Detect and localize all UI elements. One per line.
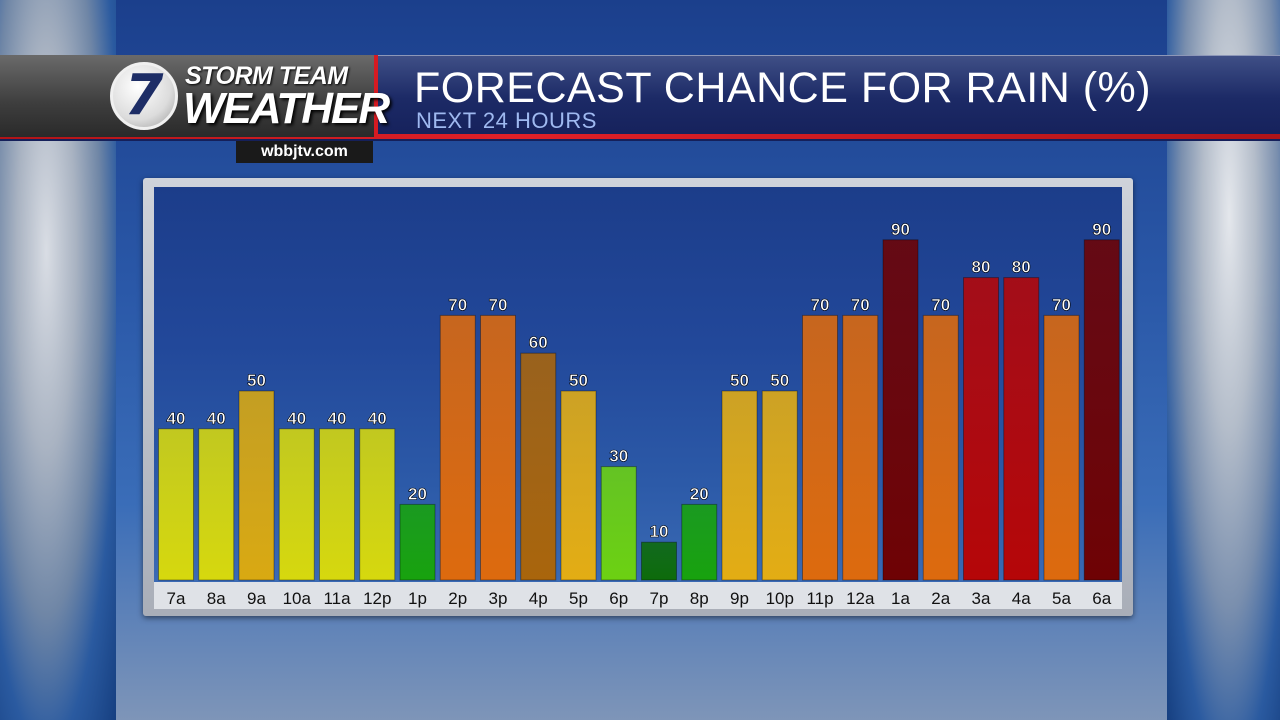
- bar-12a: [842, 314, 879, 581]
- x-tick-label: 7a: [167, 589, 186, 608]
- bar-1a: [882, 239, 919, 581]
- logo-storm-team: STORM TEAM: [185, 62, 348, 90]
- bar-6a: [1083, 239, 1120, 581]
- logo-weather: WEATHER: [183, 84, 390, 133]
- x-tick-label: 8p: [690, 589, 709, 608]
- bar-value-label: 20: [408, 484, 427, 503]
- x-tick-label: 5a: [1052, 589, 1071, 608]
- x-tick-label: 10p: [766, 589, 794, 608]
- bar-value-label: 40: [287, 409, 306, 428]
- channel-7-logo: 7: [110, 62, 178, 130]
- x-tick-label: 1a: [891, 589, 910, 608]
- bar-4p: [520, 352, 557, 581]
- bar-value-label: 30: [609, 447, 628, 466]
- chart-subtitle: NEXT 24 HOURS: [416, 108, 597, 133]
- bar-9a: [238, 390, 275, 581]
- x-tick-label: 9p: [730, 589, 749, 608]
- x-tick-label: 8a: [207, 589, 226, 608]
- x-tick-label: 6p: [609, 589, 628, 608]
- bar-10a: [278, 428, 315, 581]
- x-tick-label: 11a: [323, 589, 351, 608]
- bar-value-label: 70: [811, 295, 830, 314]
- x-tick-label: 11p: [806, 589, 833, 608]
- x-tick-label: 5p: [569, 589, 588, 608]
- bar-value-label: 50: [730, 371, 749, 390]
- bar-value-label: 40: [328, 409, 347, 428]
- plot-area: [154, 187, 1122, 582]
- bar-9p: [721, 390, 758, 581]
- bar-11p: [802, 314, 838, 581]
- bar-value-label: 60: [529, 333, 548, 352]
- x-axis-strip: [154, 582, 1122, 609]
- bar-value-label: 80: [972, 258, 991, 277]
- bar-7p: [641, 541, 677, 581]
- x-tick-label: 2a: [931, 589, 950, 608]
- x-tick-label: 10a: [283, 589, 312, 608]
- bar-value-label: 70: [931, 295, 950, 314]
- bar-1p: [399, 503, 436, 581]
- bar-value-label: 50: [770, 371, 789, 390]
- bar-value-label: 90: [1092, 220, 1111, 239]
- bar-3p: [480, 314, 516, 581]
- x-tick-label: 6a: [1092, 589, 1111, 608]
- bar-value-label: 70: [851, 295, 870, 314]
- x-tick-label: 7p: [650, 589, 669, 608]
- bar-value-label: 20: [690, 484, 709, 503]
- website-label: wbbjtv.com: [236, 141, 373, 163]
- bar-value-label: 50: [569, 371, 588, 390]
- x-tick-label: 3p: [489, 589, 508, 608]
- bar-value-label: 80: [1012, 258, 1031, 277]
- x-tick-label: 12a: [846, 589, 875, 608]
- bar-2a: [922, 314, 959, 581]
- x-tick-label: 1p: [408, 589, 427, 608]
- bar-value-label: 70: [448, 295, 467, 314]
- x-tick-label: 4a: [1012, 589, 1031, 608]
- station-logo-panel: [0, 55, 378, 137]
- bar-6p: [600, 466, 637, 581]
- bar-11a: [319, 428, 355, 581]
- x-tick-label: 3a: [972, 589, 991, 608]
- bar-10p: [761, 390, 798, 581]
- bar-value-label: 50: [247, 371, 266, 390]
- bar-value-label: 70: [1052, 295, 1071, 314]
- bar-7a: [158, 428, 194, 581]
- bar-value-label: 40: [207, 409, 226, 428]
- logo-number: 7: [124, 63, 164, 128]
- bar-5p: [560, 390, 597, 581]
- x-tick-label: 2p: [448, 589, 467, 608]
- bar-2p: [439, 314, 476, 581]
- bar-value-label: 70: [489, 295, 508, 314]
- chart-title: FORECAST CHANCE FOR RAIN (%): [414, 64, 1152, 112]
- bar-value-label: 40: [368, 409, 387, 428]
- bar-8a: [198, 428, 235, 581]
- header-accent-line: [0, 134, 1280, 139]
- x-tick-label: 4p: [529, 589, 548, 608]
- bar-12p: [359, 428, 396, 581]
- bar-3a: [963, 277, 999, 581]
- bar-value-label: 40: [167, 409, 186, 428]
- bar-4a: [1003, 277, 1040, 581]
- x-tick-label: 9a: [247, 589, 266, 608]
- bar-value-label: 90: [891, 220, 910, 239]
- bar-value-label: 10: [650, 522, 669, 541]
- bar-5a: [1043, 314, 1080, 581]
- x-tick-label: 12p: [363, 589, 391, 608]
- bar-8p: [681, 503, 718, 581]
